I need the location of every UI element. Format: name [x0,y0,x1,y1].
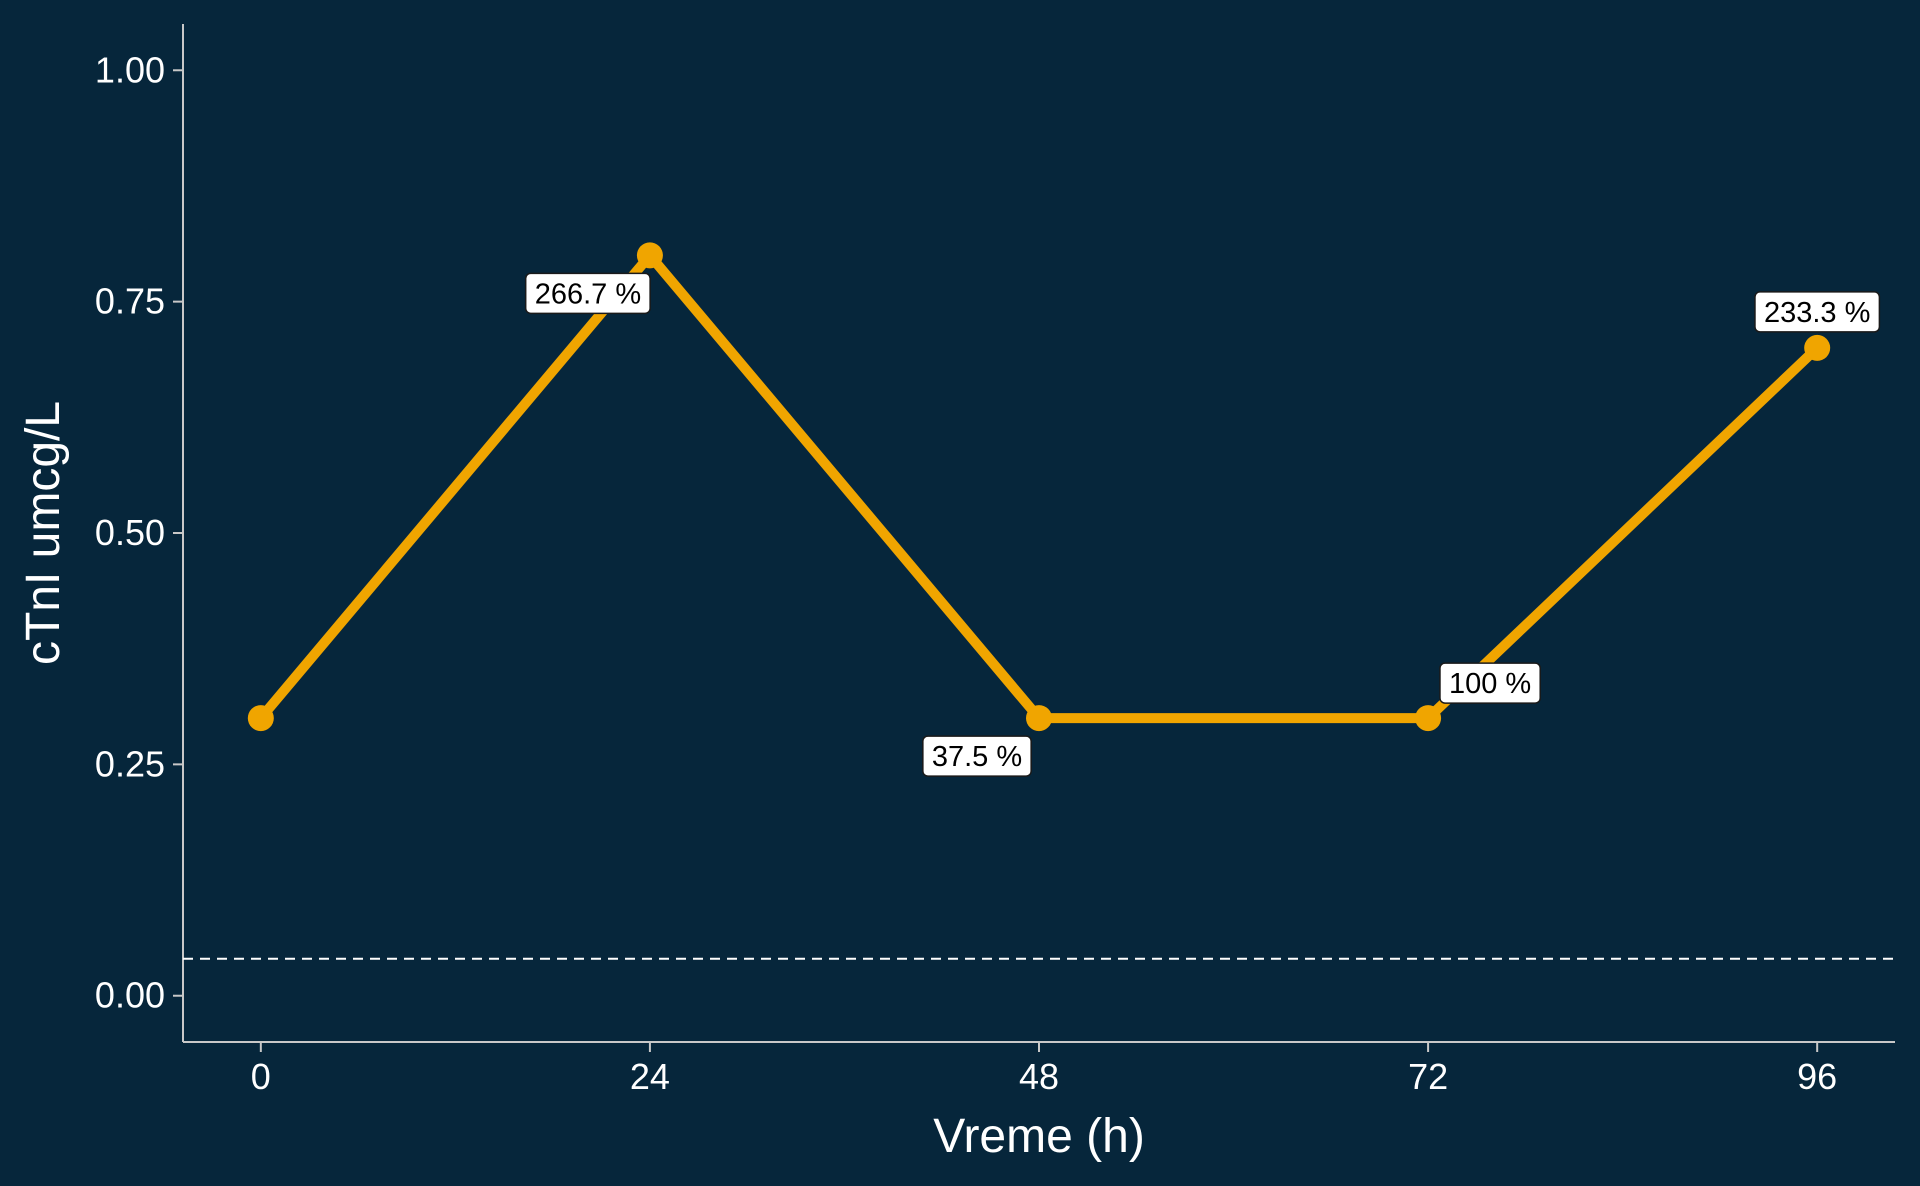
point-label: 266.7 % [524,272,651,315]
data-point [636,242,663,269]
axes [182,24,1895,1043]
data-point [1026,705,1052,732]
point-label-box [1754,291,1881,333]
x-tick-label: 24 [630,1056,670,1097]
data-point [1415,705,1442,732]
point-label: 233.3 % [1754,291,1881,333]
y-tick-label: 0.50 [95,512,165,553]
data-point [247,705,274,732]
ticks: 0.00 0.25 0.50 0.75 1.00 0 24 48 72 96 [95,49,1837,1097]
y-axis-title: cTnI umcg/L [17,401,70,665]
series [247,242,1831,732]
y-tick-label: 0.00 [95,975,165,1016]
y-tick-label: 1.00 [95,49,165,90]
point-label-text: 37.5 % [932,741,1022,773]
x-tick-label: 96 [1797,1056,1837,1097]
y-tick-label: 0.25 [95,743,165,784]
y-tick-label: 0.75 [95,281,165,322]
x-tick-label: 48 [1019,1056,1059,1097]
point-label-text: 233.3 % [1764,297,1870,329]
data-point [1804,334,1831,361]
point-label-text: 266.7 % [535,278,641,310]
point-label-box [1439,662,1541,704]
point-labels: 266.7 % 37.5 % 100 % 233.3 % [524,272,1881,777]
point-label: 100 % [1439,662,1541,704]
x-tick-label: 0 [251,1056,271,1097]
point-label-text: 100 % [1449,668,1531,700]
x-axis-title: Vreme (h) [933,1110,1145,1163]
x-tick-label: 72 [1408,1056,1448,1097]
series-line [255,250,1823,724]
point-label-box [922,735,1032,777]
point-label: 37.5 % [922,735,1032,777]
point-label-box [524,272,651,315]
